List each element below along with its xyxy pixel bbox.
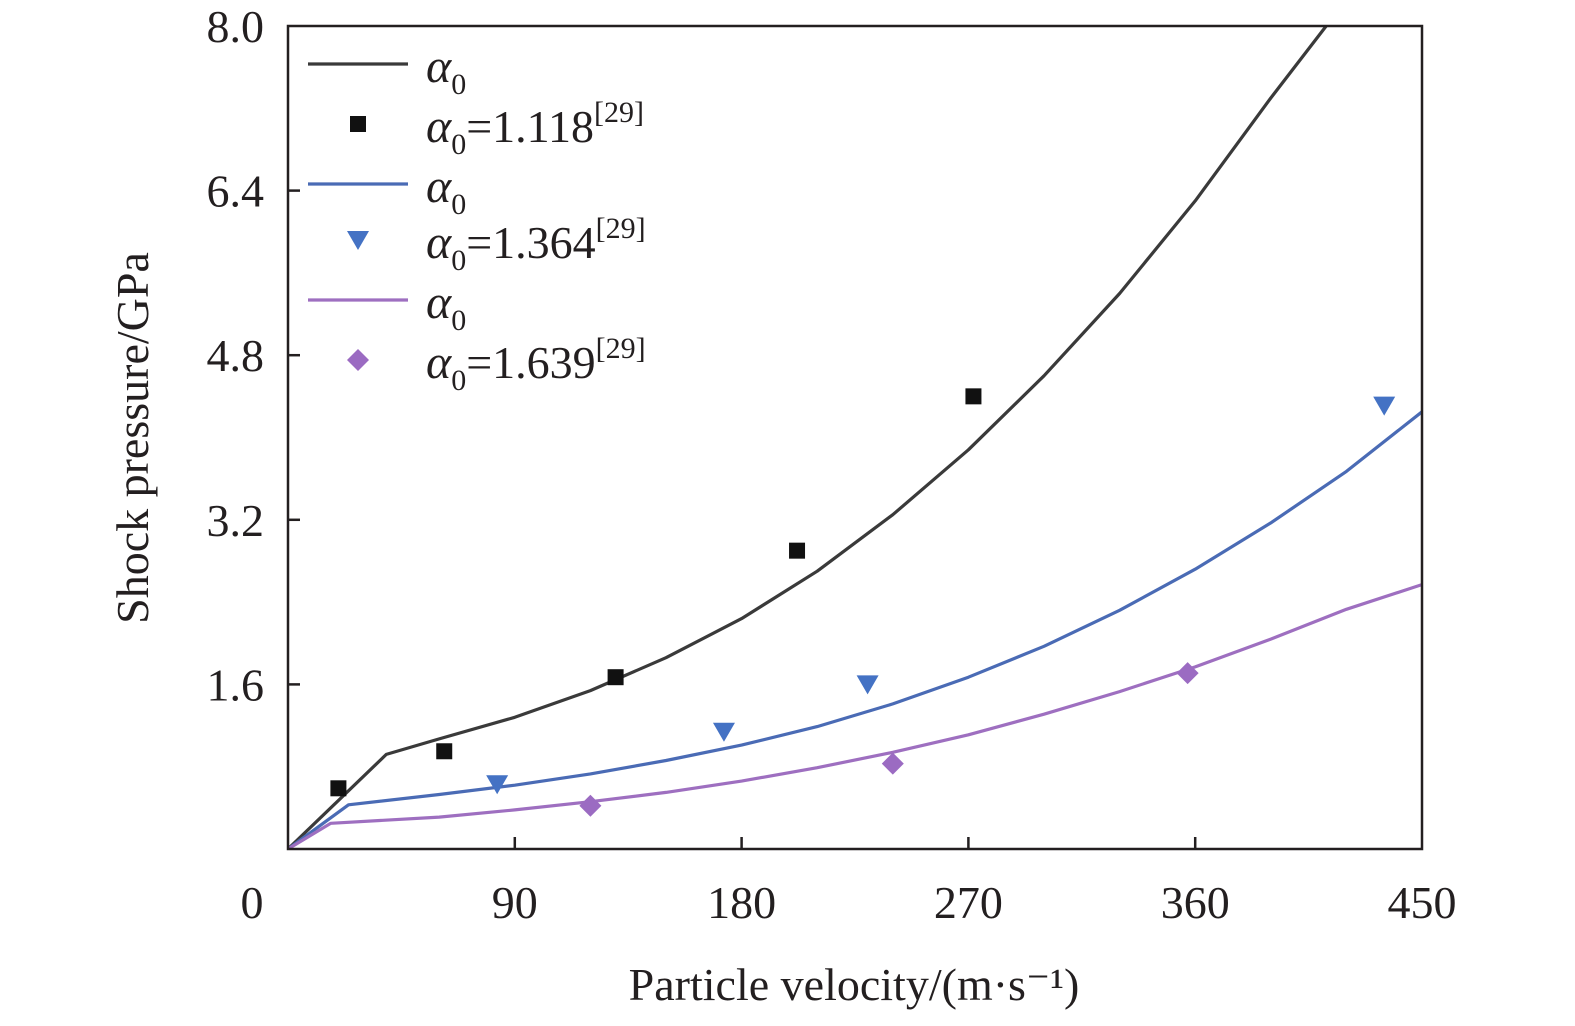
legend-square-swatch — [350, 116, 366, 132]
legend-entry-1: α0 — [308, 40, 466, 101]
legend-entry-5: α0 — [308, 276, 466, 337]
legend-entry-2: α0=1.118[29] — [350, 96, 644, 161]
legend-label: α0 — [426, 276, 466, 337]
legend-label: α0=1.118[29] — [426, 96, 644, 161]
x-tick-label: 0 — [241, 877, 264, 928]
diamond-point — [579, 794, 602, 817]
legend-diamond-swatch — [347, 349, 369, 371]
y-tick-label: 4.8 — [207, 330, 265, 381]
square-point — [965, 388, 982, 405]
triangle-point — [712, 722, 735, 742]
legend-triangle-swatch — [347, 231, 369, 250]
square-point — [607, 669, 624, 686]
x-tick-label: 450 — [1388, 877, 1457, 928]
legend: α0α0=1.118[29]α0α0=1.364[29]α0α0=1.639[2… — [308, 40, 646, 397]
square-point — [330, 780, 347, 797]
legend-entry-3: α0 — [308, 160, 466, 221]
x-tick-label: 270 — [934, 877, 1003, 928]
series-line-2 — [288, 410, 1422, 849]
y-tick-label: 3.2 — [207, 495, 265, 546]
x-tick-label: 180 — [707, 877, 776, 928]
series-points-3 — [579, 662, 1199, 817]
x-axis-label: Particle velocity/(m·s⁻¹) — [629, 959, 1080, 1010]
triangle-point — [1373, 396, 1396, 416]
y-axis-label: Shock pressure/GPa — [107, 252, 158, 624]
diamond-point — [881, 752, 904, 775]
series-points-1 — [330, 388, 982, 797]
y-tick-label: 1.6 — [207, 659, 265, 710]
triangle-point — [856, 675, 879, 695]
plot-frame — [286, 24, 1424, 851]
plot-clip-group — [288, 26, 1422, 849]
x-tick-label: 360 — [1161, 877, 1230, 928]
square-point — [436, 743, 453, 760]
square-point — [789, 542, 806, 559]
triangle-point — [486, 775, 509, 795]
series-line-1 — [288, 26, 1328, 849]
legend-label: α0 — [426, 160, 466, 221]
y-tick-label: 6.4 — [207, 166, 265, 217]
legend-entry-4: α0=1.364[29] — [347, 212, 646, 277]
legend-entry-6: α0=1.639[29] — [347, 332, 646, 397]
series-points-2 — [486, 396, 1396, 795]
legend-label: α0=1.364[29] — [426, 212, 646, 277]
x-tick-label: 90 — [492, 877, 538, 928]
axes: 0 90 180 270 360 450 1.6 3.2 4.8 6.4 8.0 — [207, 1, 1457, 928]
series-line-3 — [288, 583, 1422, 849]
legend-label: α0 — [426, 40, 466, 101]
legend-label: α0=1.639[29] — [426, 332, 646, 397]
y-tick-label: 8.0 — [207, 1, 265, 52]
plot-area — [288, 26, 1422, 849]
diamond-point — [1176, 662, 1199, 685]
